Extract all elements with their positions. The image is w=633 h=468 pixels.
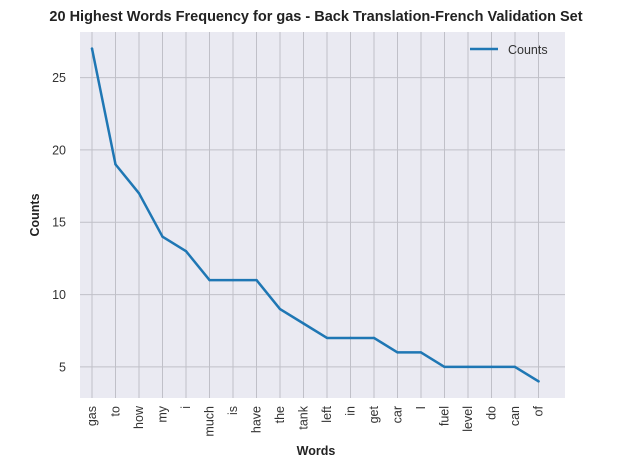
x-tick-labels: gas to how my i much is have the tank left in get car… [85, 405, 546, 437]
data-point [278, 307, 282, 311]
y-tick-label: 5 [59, 360, 66, 374]
x-tick-label: gas [85, 406, 99, 426]
data-point [466, 365, 470, 369]
data-point [490, 365, 493, 369]
x-tick-label: can [508, 406, 522, 426]
x-tick-label: have [250, 406, 264, 433]
x-tick-label: i [179, 406, 193, 409]
x-tick-label: much [203, 406, 217, 437]
y-tick-label: 10 [52, 288, 66, 302]
x-tick-label: of [532, 405, 546, 416]
data-point [208, 278, 211, 282]
x-tick-label: left [320, 405, 334, 422]
x-tick-label: I [414, 406, 428, 409]
x-tick-label: get [367, 405, 381, 423]
data-point [537, 380, 540, 383]
x-tick-label: my [156, 405, 170, 422]
data-point [372, 336, 376, 340]
chart-title: 20 Highest Words Frequency for gas - Bac… [49, 9, 582, 25]
x-tick-label: level [461, 406, 475, 432]
x-tick-label: how [132, 405, 146, 429]
x-tick-label: is [226, 406, 240, 415]
x-tick-label: to [109, 406, 123, 416]
data-point [137, 192, 141, 195]
plot-area [80, 32, 565, 398]
data-point [513, 365, 517, 369]
y-axis-label: Counts [28, 193, 42, 236]
data-point [396, 351, 399, 354]
data-point [114, 163, 117, 166]
data-point [231, 278, 235, 282]
legend: Counts [470, 43, 548, 57]
data-point [325, 336, 329, 340]
y-tick-label: 20 [52, 143, 66, 157]
data-point [302, 322, 305, 325]
data-point [255, 278, 258, 282]
x-tick-label: the [273, 406, 287, 423]
y-tick-label: 25 [52, 71, 66, 85]
y-tick-label: 15 [52, 216, 66, 230]
data-point [443, 365, 446, 369]
data-point [90, 47, 94, 50]
x-tick-label: fuel [438, 406, 452, 426]
x-tick-label: car [391, 406, 405, 423]
x-tick-label: tank [297, 405, 311, 429]
series-layer [90, 47, 540, 383]
data-point [161, 235, 164, 238]
series-line-counts [90, 47, 540, 383]
x-tick-label: in [344, 406, 358, 416]
legend-label: Counts [508, 43, 548, 57]
y-tick-labels: 5 10 15 20 25 [52, 71, 66, 374]
data-point [349, 336, 352, 340]
data-point [419, 351, 423, 354]
data-point [184, 249, 188, 253]
x-tick-label: do [485, 406, 499, 420]
x-axis-label: Words [297, 444, 336, 458]
grid [80, 32, 565, 398]
